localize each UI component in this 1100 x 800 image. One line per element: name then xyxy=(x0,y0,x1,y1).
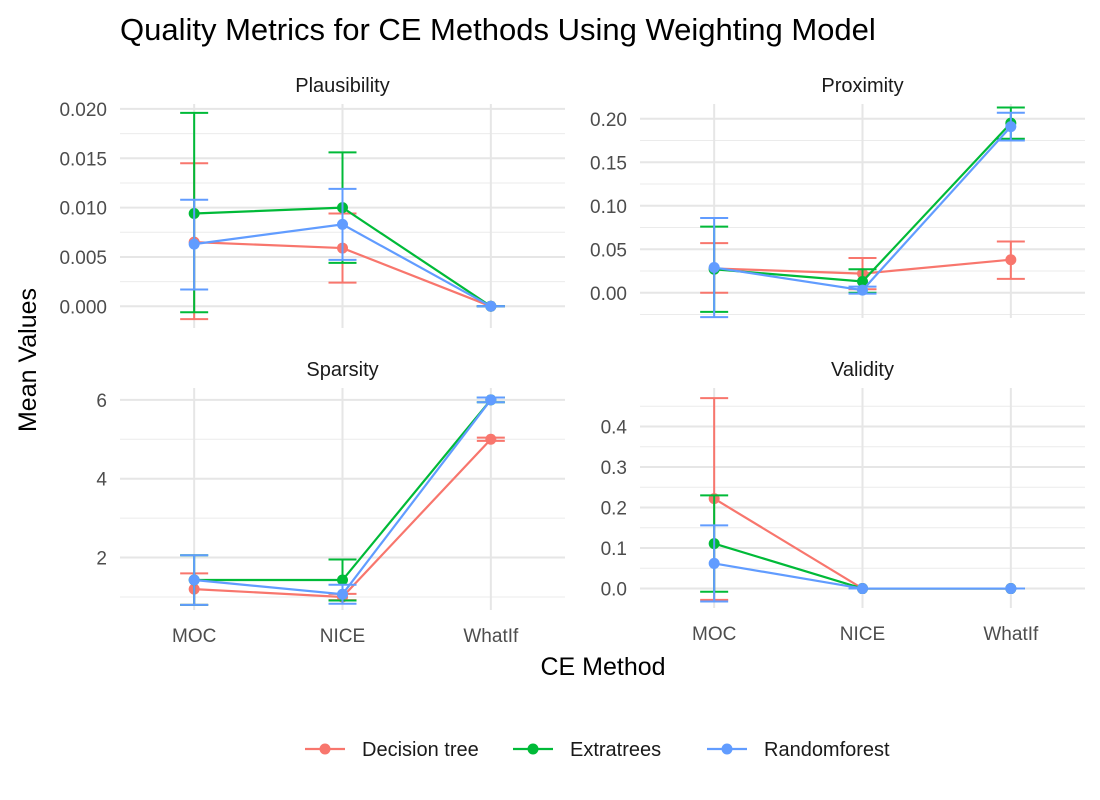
chart-title: Quality Metrics for CE Methods Using Wei… xyxy=(120,12,876,47)
data-point xyxy=(708,262,720,274)
y-tick-label: 0.1 xyxy=(601,539,627,560)
panel-proximity: 0.00 0.05 0.10 0.15 0.20 Proximity xyxy=(590,75,1085,319)
x-tick-label: WhatIf xyxy=(463,626,519,647)
y-tick-label: 0.15 xyxy=(590,153,627,174)
y-tick-label: 0.4 xyxy=(601,417,628,438)
y-tick-label: 0.015 xyxy=(59,149,107,170)
data-point xyxy=(188,574,200,586)
data-point xyxy=(1005,121,1017,133)
y-tick-label: 0.020 xyxy=(59,100,107,121)
y-tick-label: 0.3 xyxy=(601,458,627,479)
y-tick-label: 0.00 xyxy=(590,284,627,305)
panel-validity: 0.0 0.1 0.2 0.3 0.4 Validity MOC NICE WhatIf xyxy=(601,359,1085,645)
legend-item-extratrees: Extratrees xyxy=(513,739,661,761)
x-tick-label: NICE xyxy=(320,626,365,647)
data-point xyxy=(485,433,497,445)
y-tick-label: 0.2 xyxy=(601,499,627,520)
panel-title: Sparsity xyxy=(306,359,378,381)
y-tick-label: 6 xyxy=(96,391,107,412)
legend-key-point xyxy=(721,743,733,755)
panel-title: Plausibility xyxy=(295,75,389,97)
x-tick-label: MOC xyxy=(692,624,736,645)
data-point xyxy=(857,583,868,595)
legend-label: Extratrees xyxy=(570,739,661,761)
y-tick-label: 0.005 xyxy=(59,248,107,269)
x-tick-label: MOC xyxy=(172,626,216,647)
y-tick-label: 0.05 xyxy=(590,240,627,261)
legend-item-decision-tree: Decision tree xyxy=(305,739,479,761)
legend-key-point xyxy=(527,743,539,755)
series-randomforest xyxy=(700,111,1025,319)
panel-title: Validity xyxy=(831,359,894,381)
y-tick-label: 2 xyxy=(96,549,107,570)
data-point xyxy=(485,394,497,406)
data-point xyxy=(857,284,868,296)
data-point xyxy=(337,574,348,586)
y-tick-label: 0.010 xyxy=(59,199,107,220)
panel-title: Proximity xyxy=(821,75,903,97)
legend-label: Decision tree xyxy=(362,739,479,761)
y-tick-label: 0.20 xyxy=(590,110,627,131)
panel-sparsity: 2 4 6 Sparsity MOC NICE WhatIf xyxy=(96,359,565,647)
y-tick-label: 4 xyxy=(96,470,107,491)
series-randomforest xyxy=(700,524,1025,603)
data-point xyxy=(337,218,348,230)
data-point xyxy=(1005,254,1017,266)
data-point xyxy=(1005,583,1017,595)
y-tick-label: 0.0 xyxy=(601,580,627,601)
y-tick-label: 0.000 xyxy=(59,297,107,318)
legend-label: Randomforest xyxy=(764,739,890,761)
x-tick-label: WhatIf xyxy=(983,624,1039,645)
x-axis-title: CE Method xyxy=(540,653,665,681)
y-tick-label: 0.10 xyxy=(590,197,627,218)
data-point xyxy=(857,275,868,287)
legend: Decision tree Extratrees Randomforest xyxy=(305,739,890,761)
x-tick-label: NICE xyxy=(840,624,885,645)
panel-plausibility: 0.000 0.005 0.010 0.015 0.020 Plausibility xyxy=(59,75,565,328)
data-point xyxy=(708,557,720,569)
facet-panels: 0.0000.0050.0100.0150.020Plausibility0.0… xyxy=(59,75,1085,647)
legend-item-randomforest: Randomforest xyxy=(707,739,890,761)
y-axis-title: Mean Values xyxy=(14,288,42,432)
data-point xyxy=(337,588,348,600)
series-randomforest xyxy=(180,394,505,606)
data-point xyxy=(188,238,200,250)
legend-key-point xyxy=(319,743,331,755)
data-point xyxy=(485,300,497,312)
series-randomforest xyxy=(180,187,505,312)
